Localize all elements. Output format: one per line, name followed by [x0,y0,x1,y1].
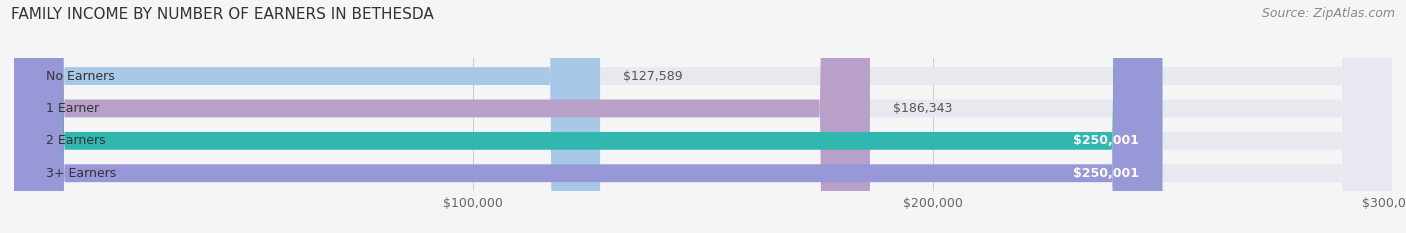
FancyBboxPatch shape [14,0,1392,233]
FancyBboxPatch shape [14,0,1392,233]
Text: Source: ZipAtlas.com: Source: ZipAtlas.com [1261,7,1395,20]
FancyBboxPatch shape [14,0,600,233]
FancyBboxPatch shape [14,0,1392,233]
Text: $250,001: $250,001 [1073,134,1139,147]
Text: No Earners: No Earners [46,70,115,82]
FancyBboxPatch shape [14,0,870,233]
Text: $250,001: $250,001 [1073,167,1139,180]
Text: $186,343: $186,343 [893,102,952,115]
Text: 3+ Earners: 3+ Earners [46,167,117,180]
Text: $127,589: $127,589 [623,70,683,82]
Text: FAMILY INCOME BY NUMBER OF EARNERS IN BETHESDA: FAMILY INCOME BY NUMBER OF EARNERS IN BE… [11,7,434,22]
FancyBboxPatch shape [14,0,1163,233]
Text: 2 Earners: 2 Earners [46,134,105,147]
Text: 1 Earner: 1 Earner [46,102,100,115]
FancyBboxPatch shape [14,0,1392,233]
FancyBboxPatch shape [14,0,1163,233]
